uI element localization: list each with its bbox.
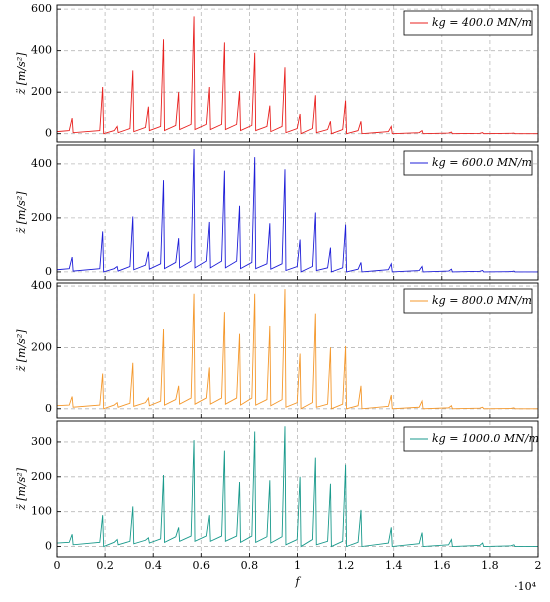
y-tick-label: 200 (31, 211, 52, 224)
x-tick-label: 0.2 (96, 559, 114, 572)
y-tick-label: 0 (45, 127, 52, 140)
x-axis-label: f (294, 575, 301, 588)
legend-label: kg = 1000.0 MN/m (432, 432, 539, 445)
y-tick-label: 600 (31, 2, 52, 15)
y-axis-label: z̈ [m/s²] (15, 467, 28, 511)
x-multiplier: ·10⁴ (514, 580, 536, 593)
plot-frame (56, 144, 539, 281)
y-tick-label: 400 (31, 279, 52, 292)
y-tick-label: 100 (31, 505, 52, 518)
plot-frame (56, 420, 539, 558)
x-tick-label: 1.2 (337, 559, 355, 572)
y-tick-label: 400 (31, 44, 52, 57)
x-tick-label: 1.8 (481, 559, 499, 572)
y-tick-label: 200 (31, 470, 52, 483)
plot-frame (56, 4, 539, 143)
x-tick-label: 0.4 (144, 559, 162, 572)
plot-frame (56, 282, 539, 419)
series-line (57, 16, 538, 135)
y-tick-label: 0 (45, 265, 52, 278)
y-tick-label: 200 (31, 340, 52, 353)
y-tick-label: 0 (45, 402, 52, 415)
legend-box (403, 10, 533, 36)
y-tick-label: 200 (31, 85, 52, 98)
legend-label: kg = 400.0 MN/m (432, 16, 532, 29)
series-line (57, 426, 538, 548)
series-line (57, 289, 538, 410)
y-tick-label: 300 (31, 435, 52, 448)
y-tick-label: 400 (31, 157, 52, 170)
x-tick-label: 0.6 (193, 559, 211, 572)
x-tick-label: 0 (54, 559, 61, 572)
y-axis-label: z̈ [m/s²] (15, 329, 28, 373)
legend-label: kg = 800.0 MN/m (432, 294, 532, 307)
x-tick-label: 1.6 (433, 559, 451, 572)
series-line (57, 149, 538, 273)
x-tick-label: 2 (535, 559, 542, 572)
y-axis-label: z̈ [m/s²] (15, 191, 28, 235)
y-tick-label: 0 (45, 540, 52, 553)
x-tick-label: 1 (294, 559, 301, 572)
x-tick-label: 0.8 (241, 559, 259, 572)
y-axis-label: z̈ [m/s²] (15, 52, 28, 96)
legend-label: kg = 600.0 MN/m (432, 156, 532, 169)
x-tick-label: 1.4 (385, 559, 403, 572)
